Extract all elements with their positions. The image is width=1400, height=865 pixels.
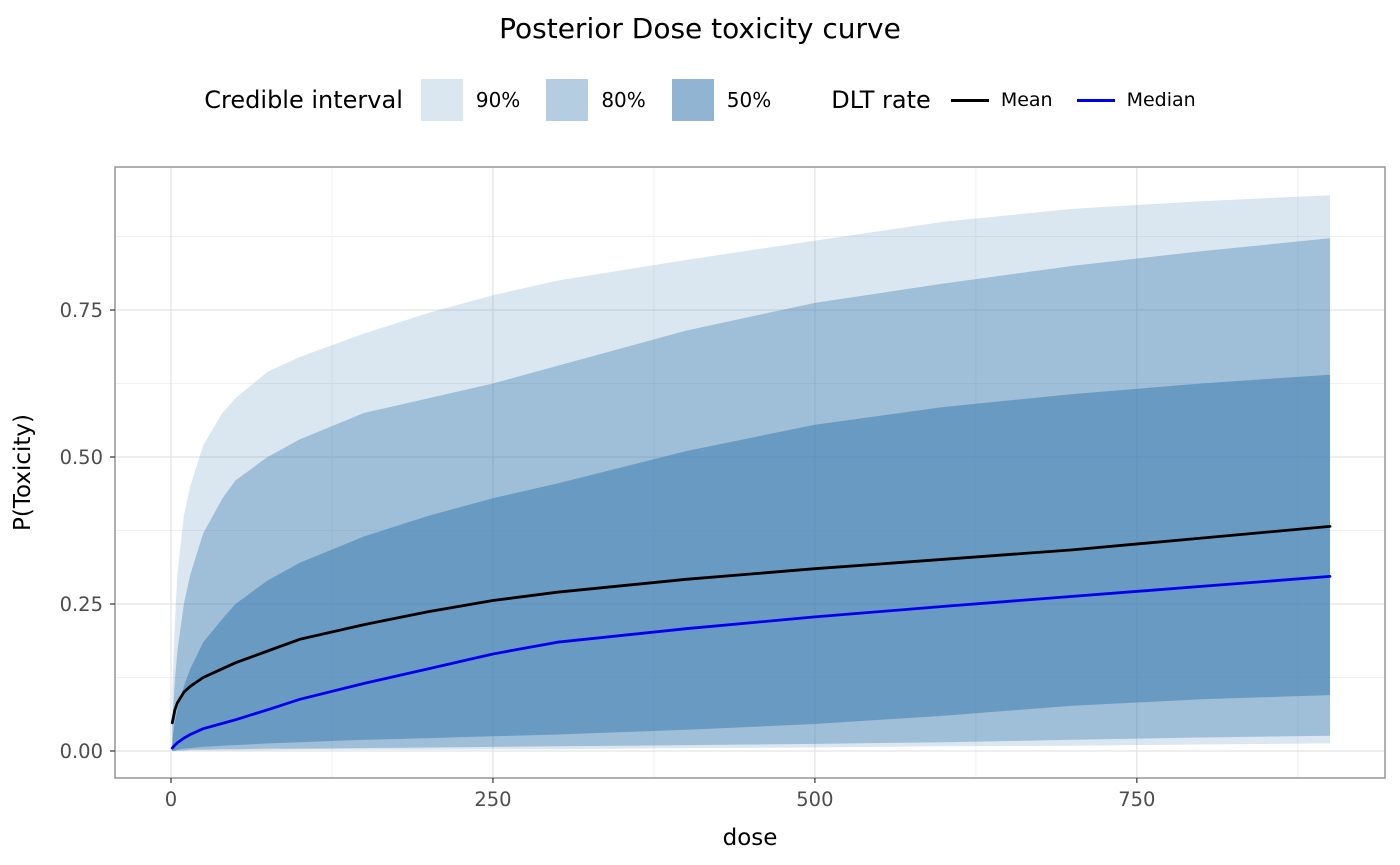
x-tick-label: 250 — [474, 788, 511, 811]
legend-title-credible-interval: Credible interval — [204, 86, 403, 114]
y-tick-label: 0.75 — [60, 299, 103, 322]
x-tick-label: 0 — [165, 788, 177, 811]
legend-linekey-mean — [950, 98, 989, 102]
chart-title: Posterior Dose toxicity curve — [499, 12, 901, 45]
median-line — [170, 575, 1332, 750]
legend-swatch-80 — [546, 79, 589, 121]
y-tick-label: 0.50 — [60, 446, 103, 469]
legend-label-50: 50% — [726, 88, 772, 112]
x-tick-label: 750 — [1118, 788, 1155, 811]
legend-ci-items: 90% 80% 50% — [420, 79, 772, 121]
x-tick-label: 500 — [796, 788, 833, 811]
legend-label-80: 80% — [601, 88, 646, 112]
mean-line — [170, 525, 1332, 725]
x-axis-title: dose — [723, 825, 778, 851]
y-axis-title: P(Toxicity) — [10, 414, 36, 531]
legend-swatch-90 — [420, 79, 463, 121]
legend-label-mean: Mean — [1000, 89, 1053, 111]
legend-linekey-median — [1076, 98, 1115, 102]
legend-dlt-items: Mean Median — [950, 89, 1196, 111]
y-tick-label: 0.00 — [60, 740, 103, 763]
legend-swatch-50 — [671, 79, 714, 121]
legend-label-median: Median — [1126, 89, 1196, 111]
legend-label-90: 90% — [475, 88, 521, 112]
panel-border — [114, 166, 1386, 779]
y-tick-label: 0.25 — [60, 593, 103, 616]
legend: Credible interval 90% 80% 50% DLT rate Mea… — [0, 76, 1400, 124]
legend-title-dlt-rate: DLT rate — [831, 86, 931, 114]
ribbon-ci50 — [172, 374, 1330, 751]
